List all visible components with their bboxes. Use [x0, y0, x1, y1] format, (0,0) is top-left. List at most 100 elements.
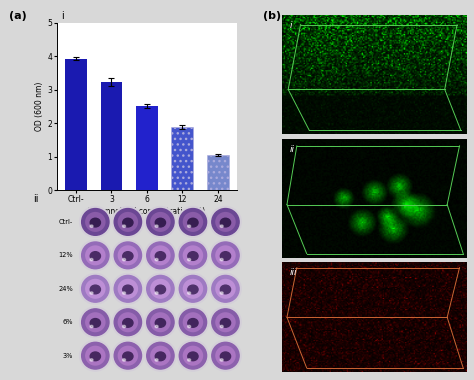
Ellipse shape [85, 212, 106, 232]
Ellipse shape [80, 307, 111, 337]
Ellipse shape [150, 245, 171, 265]
Ellipse shape [123, 325, 126, 328]
Text: i: i [62, 11, 64, 21]
Ellipse shape [215, 346, 236, 366]
Ellipse shape [118, 245, 138, 265]
Bar [136, 106, 158, 190]
Ellipse shape [90, 258, 93, 261]
Ellipse shape [188, 252, 198, 260]
Ellipse shape [220, 258, 223, 261]
Ellipse shape [114, 342, 142, 369]
Ellipse shape [179, 276, 207, 302]
Ellipse shape [188, 258, 191, 261]
Ellipse shape [118, 212, 138, 232]
Ellipse shape [215, 212, 236, 232]
Ellipse shape [220, 252, 230, 260]
Ellipse shape [177, 274, 209, 304]
Ellipse shape [112, 240, 144, 271]
Ellipse shape [123, 258, 126, 261]
Text: 3%: 3% [63, 353, 73, 359]
Ellipse shape [112, 207, 144, 237]
Ellipse shape [212, 342, 239, 369]
Ellipse shape [114, 242, 142, 269]
Ellipse shape [85, 245, 106, 265]
Ellipse shape [112, 307, 144, 337]
Ellipse shape [155, 252, 165, 260]
Ellipse shape [80, 240, 111, 271]
Ellipse shape [150, 279, 171, 299]
Ellipse shape [220, 292, 223, 294]
Ellipse shape [179, 242, 207, 269]
Ellipse shape [85, 312, 106, 332]
Ellipse shape [210, 207, 241, 237]
Text: (a): (a) [9, 11, 27, 21]
Ellipse shape [182, 312, 203, 332]
Ellipse shape [188, 325, 191, 328]
Ellipse shape [210, 340, 241, 371]
Ellipse shape [85, 279, 106, 299]
X-axis label: Rhamnolipid concentration(%): Rhamnolipid concentration(%) [88, 207, 206, 215]
Ellipse shape [215, 279, 236, 299]
Ellipse shape [177, 307, 209, 337]
Ellipse shape [90, 292, 93, 294]
Ellipse shape [150, 312, 171, 332]
Ellipse shape [80, 274, 111, 304]
Ellipse shape [188, 292, 191, 294]
Ellipse shape [155, 318, 165, 327]
Ellipse shape [85, 346, 106, 366]
Ellipse shape [188, 218, 198, 227]
Ellipse shape [215, 312, 236, 332]
Ellipse shape [118, 312, 138, 332]
Ellipse shape [188, 352, 198, 361]
Text: i: i [290, 21, 292, 30]
Ellipse shape [82, 209, 109, 235]
Text: ii: ii [290, 145, 294, 154]
Ellipse shape [155, 225, 158, 227]
Ellipse shape [182, 346, 203, 366]
Ellipse shape [114, 309, 142, 336]
Ellipse shape [147, 276, 174, 302]
Ellipse shape [155, 218, 165, 227]
Ellipse shape [220, 285, 230, 294]
Ellipse shape [123, 252, 133, 260]
Ellipse shape [90, 285, 100, 294]
Ellipse shape [145, 340, 176, 371]
Ellipse shape [114, 276, 142, 302]
Ellipse shape [212, 309, 239, 336]
Ellipse shape [155, 258, 158, 261]
Ellipse shape [179, 309, 207, 336]
Ellipse shape [123, 359, 126, 361]
Ellipse shape [90, 218, 100, 227]
Ellipse shape [90, 252, 100, 260]
Ellipse shape [80, 340, 111, 371]
Ellipse shape [82, 276, 109, 302]
Text: 24%: 24% [58, 286, 73, 292]
Ellipse shape [182, 212, 203, 232]
Ellipse shape [188, 318, 198, 327]
Ellipse shape [177, 340, 209, 371]
Ellipse shape [145, 274, 176, 304]
Ellipse shape [90, 359, 93, 361]
Ellipse shape [90, 318, 100, 327]
Ellipse shape [147, 309, 174, 336]
Ellipse shape [212, 209, 239, 235]
Ellipse shape [155, 359, 158, 361]
Ellipse shape [220, 218, 230, 227]
Ellipse shape [112, 274, 144, 304]
Ellipse shape [210, 240, 241, 271]
Ellipse shape [150, 346, 171, 366]
Ellipse shape [123, 285, 133, 294]
Ellipse shape [210, 274, 241, 304]
Ellipse shape [188, 285, 198, 294]
Ellipse shape [123, 225, 126, 227]
Ellipse shape [210, 307, 241, 337]
Ellipse shape [220, 318, 230, 327]
Ellipse shape [123, 218, 133, 227]
Ellipse shape [155, 352, 165, 361]
Bar [100, 82, 122, 190]
Ellipse shape [118, 279, 138, 299]
Ellipse shape [212, 242, 239, 269]
Ellipse shape [147, 242, 174, 269]
Ellipse shape [118, 346, 138, 366]
Ellipse shape [182, 279, 203, 299]
